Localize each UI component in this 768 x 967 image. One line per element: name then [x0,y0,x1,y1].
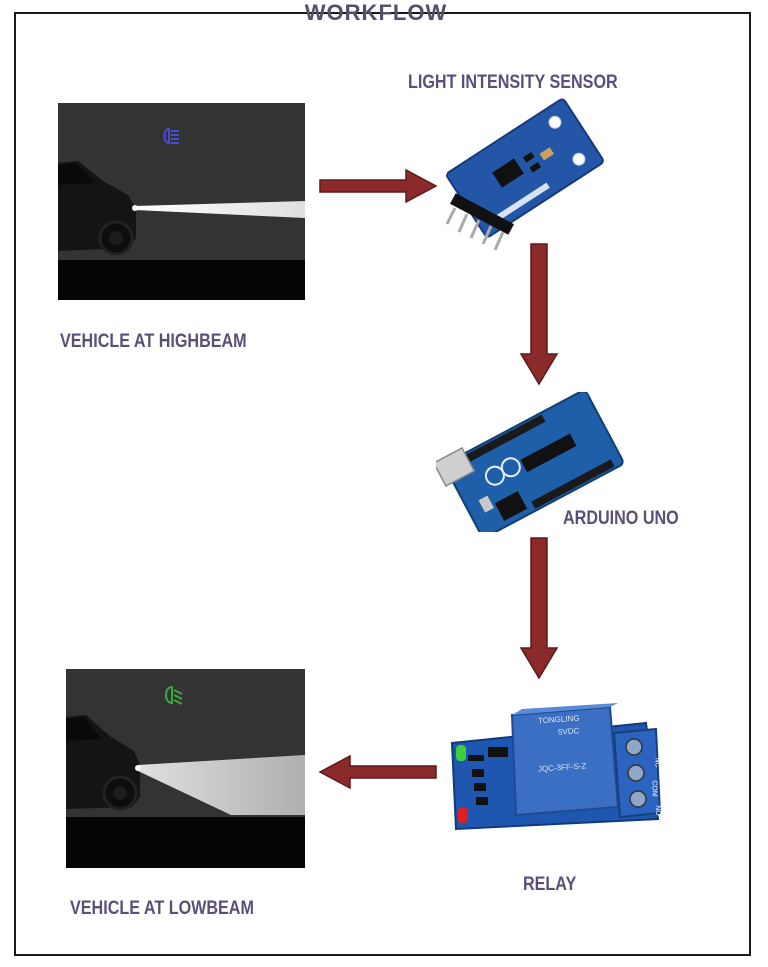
arrow-sensor-to-arduino [519,242,559,386]
relay-terminal-no: NO [653,805,661,816]
lowbeam-icon [165,685,183,705]
light-sensor-image [425,98,625,263]
arduino-label: ARDUINO UNO [563,508,679,529]
vehicle-highbeam-label: VEHICLE AT HIGHBEAM [60,331,247,352]
relay-terminal-com: COM [650,780,658,797]
relay-label: RELAY [523,874,577,895]
light-sensor-label: LIGHT INTENSITY SENSOR [408,72,618,93]
arrow-arduino-to-relay [519,536,559,680]
vehicle-lowbeam-image [66,669,305,868]
partial-title: WORKFLOW [304,0,448,22]
relay-image: TONGLING 5VDC JQC-3FF-S-Z NO COM NC [446,703,668,837]
arduino-image [436,392,624,532]
arrow-vehicle-to-sensor [318,168,438,204]
relay-terminal-nc: NC [653,757,661,768]
relay-module-voltage: 5VDC [557,726,580,737]
vehicle-lowbeam-label: VEHICLE AT LOWBEAM [70,898,254,919]
highbeam-icon [163,127,179,145]
arrow-relay-to-vehicle [318,754,438,790]
vehicle-highbeam-image [58,103,305,300]
